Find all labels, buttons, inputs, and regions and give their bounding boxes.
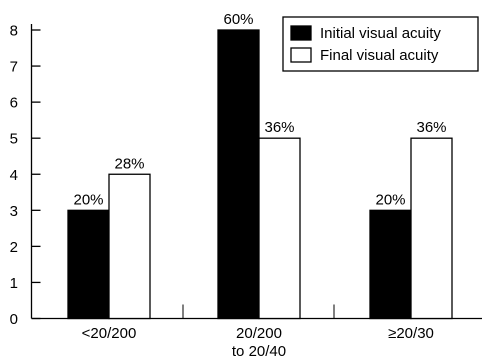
y-tick-label: 8 [10, 23, 18, 40]
bar-final-0 [108, 173, 151, 320]
bar-final-2 [410, 137, 453, 320]
bar-initial-0 [67, 209, 110, 320]
legend-box [282, 16, 479, 72]
legend-label: Final visual acuity [320, 47, 439, 64]
y-tick-label: 7 [10, 59, 18, 76]
x-category-label: ≥20/30 [388, 325, 434, 342]
x-category-label: to 20/40 [232, 343, 286, 360]
legend-swatch [290, 47, 312, 63]
data-label: 20% [375, 191, 405, 208]
bar-initial-2 [369, 209, 412, 320]
data-label: 20% [73, 191, 103, 208]
x-category-label: 20/200 [236, 325, 282, 342]
legend-label: Initial visual acuity [320, 25, 441, 42]
y-tick-label: 1 [10, 275, 18, 292]
chart-data-labels: 20% 60% 20% 28% 36% 36% [73, 11, 446, 208]
bar-initial-1 [217, 29, 260, 320]
legend-swatch [290, 25, 312, 41]
bar-final-1 [258, 137, 301, 320]
y-tick-label: 0 [10, 311, 18, 328]
data-label: 28% [114, 155, 144, 172]
y-tick-label: 6 [10, 95, 18, 112]
data-label: 36% [264, 119, 294, 136]
y-tick-label: 2 [10, 239, 18, 256]
chart-legend: Initial visual acuity Final visual acuity [282, 16, 479, 72]
y-tick-label: 5 [10, 131, 18, 148]
y-tick-label: 4 [10, 167, 18, 184]
x-category-label: <20/200 [82, 325, 137, 342]
y-tick-label: 3 [10, 203, 18, 220]
data-label: 36% [416, 119, 446, 136]
data-label: 60% [223, 11, 253, 28]
chart-bars [67, 29, 453, 320]
